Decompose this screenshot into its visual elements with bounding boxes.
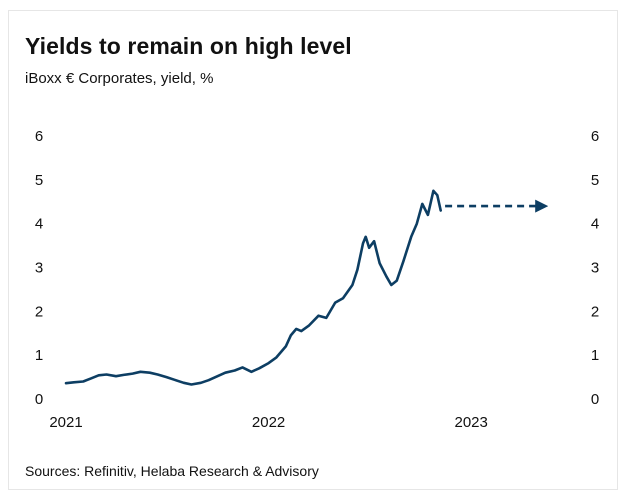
y-tick-label-left: 6 [35,128,43,145]
source-note: Sources: Refinitiv, Helaba Research & Ad… [25,463,319,479]
yield-series-line [64,189,442,386]
y-tick-label-left: 5 [35,172,43,189]
line-chart: 0 0 1 1 2 2 3 3 4 4 5 5 6 6 2021 2022 2023 [35,128,599,431]
y-tick-label-left: 1 [35,347,43,364]
y-tick-label-right: 1 [591,347,599,364]
x-tick-label: 2022 [252,414,285,431]
y-tick-label-right: 6 [591,128,599,145]
y-tick-label-right: 2 [591,303,599,320]
y-tick-label-right: 0 [591,391,599,408]
y-tick-label-right: 4 [591,216,599,233]
y-tick-label-left: 2 [35,303,43,320]
x-tick-label: 2021 [49,414,82,431]
y-tick-label-left: 4 [35,216,43,233]
chart-title: Yields to remain on high level [25,33,352,59]
y-tick-label-right: 3 [591,260,599,277]
chart-card: Yields to remain on high level iBoxx € C… [8,10,618,490]
y-tick-label-left: 3 [35,260,43,277]
y-tick-label-right: 5 [591,172,599,189]
y-tick-label-left: 0 [35,391,43,408]
chart-subtitle: iBoxx € Corporates, yield, % [25,70,214,87]
x-tick-label: 2023 [454,414,487,431]
